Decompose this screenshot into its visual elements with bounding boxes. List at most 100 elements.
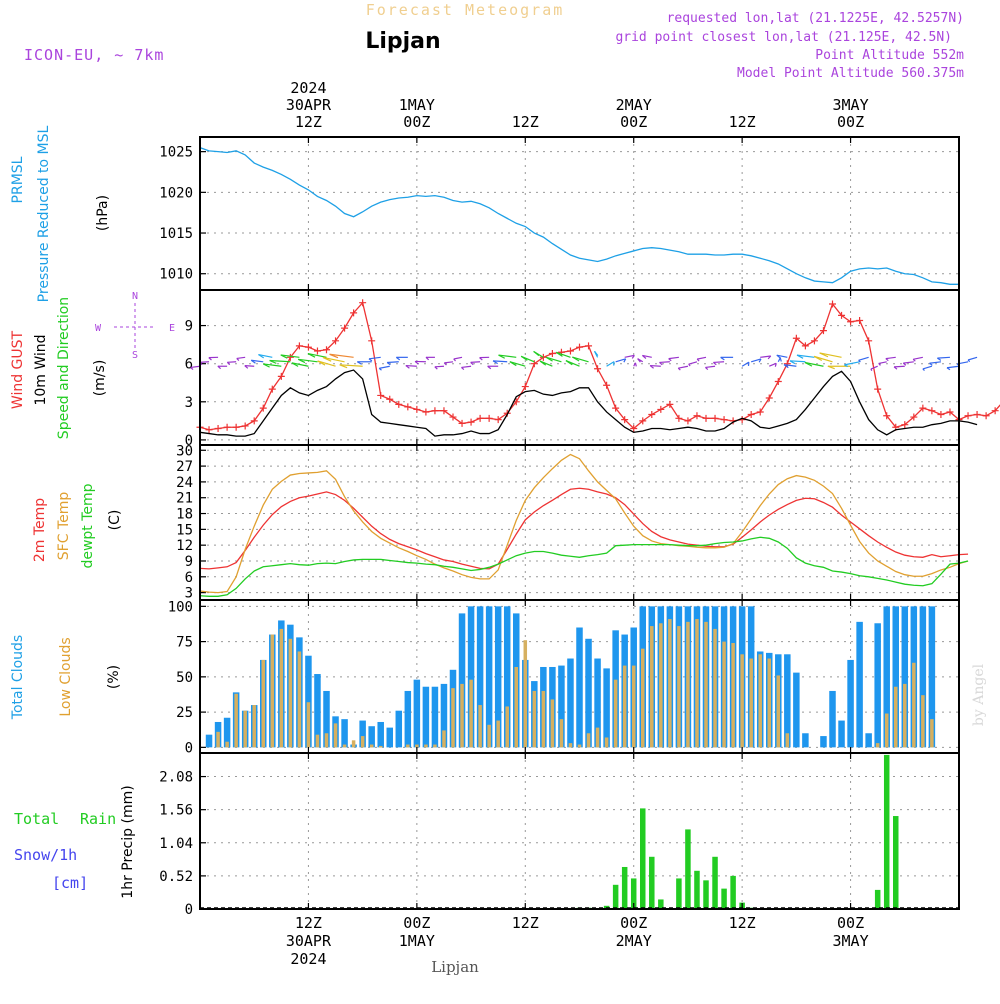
bottom-axis-label: 00Z xyxy=(620,914,647,932)
compass-north: N xyxy=(132,291,138,302)
precip-total-label: Total xyxy=(14,810,59,828)
wind-arrow xyxy=(659,362,669,363)
gust-marker xyxy=(305,344,312,351)
model-label: ICON-EU, ~ 7km xyxy=(24,46,164,64)
footer-location: Lipjan xyxy=(431,958,479,976)
panel-frame xyxy=(200,137,959,290)
y-tick-label: 75 xyxy=(176,635,193,651)
wind-arrow-head xyxy=(379,368,381,370)
gust-marker xyxy=(856,317,863,324)
low-clouds-label: Low Clouds xyxy=(58,637,74,716)
wind-arrow xyxy=(323,357,345,361)
gust-marker xyxy=(594,365,601,372)
wind-arrow xyxy=(572,357,588,362)
gust-marker xyxy=(314,347,321,354)
gust-marker xyxy=(684,417,691,424)
gust-marker xyxy=(215,425,222,432)
requested-coords: requested lon,lat (21.1225E, 42.5257N) xyxy=(667,11,964,26)
gust-marker xyxy=(377,392,384,399)
bar-low_cloud xyxy=(686,622,690,748)
temp-2m-label: 2m Temp xyxy=(32,498,48,562)
gust-marker xyxy=(522,383,529,390)
bar-low_cloud xyxy=(587,733,591,747)
wind-speed-dir-label: Speed and Direction xyxy=(56,297,72,439)
bar-low_cloud xyxy=(424,745,428,748)
bar-low_cloud xyxy=(325,733,329,747)
bar-total_cloud xyxy=(396,711,403,748)
wind-arrow xyxy=(387,362,399,363)
bar-low_cloud xyxy=(496,721,500,748)
precip-axis-label: 1hr Precip (mm) xyxy=(120,785,136,898)
gust-marker xyxy=(486,415,493,422)
bar-low_cloud xyxy=(307,702,311,747)
bar-total_cloud xyxy=(838,721,845,748)
grid-point-coords: grid point closest lon,lat (21.125E, 42.… xyxy=(615,30,952,45)
y-tick-label: 0 xyxy=(185,740,193,756)
bar-low_cloud xyxy=(876,743,880,747)
bar-rain xyxy=(685,829,691,909)
precip-panel: 00.521.041.562.08 xyxy=(159,753,959,918)
wind-arrow-head xyxy=(968,360,970,362)
gust-marker xyxy=(721,416,728,423)
wind-arrow xyxy=(947,366,959,368)
bottom-axis-label: 2024 xyxy=(290,950,326,968)
bar-low_cloud xyxy=(695,619,699,747)
bar-low_cloud xyxy=(406,745,410,748)
gust-marker xyxy=(965,412,972,419)
gust-marker xyxy=(585,342,592,349)
wind-arrow xyxy=(913,357,923,359)
bar-low_cloud xyxy=(596,728,600,748)
bar-total_cloud xyxy=(567,659,574,748)
gust-marker xyxy=(477,415,484,422)
bar-total_cloud xyxy=(368,726,375,747)
wind-arrow xyxy=(678,366,688,368)
wind-arrow xyxy=(968,357,977,360)
bar-total_cloud xyxy=(206,735,213,748)
bar-low_cloud xyxy=(533,691,537,747)
top-axis-label: 00Z xyxy=(620,113,647,131)
y-tick-label: 0.52 xyxy=(159,869,193,885)
y-tick-label: 1025 xyxy=(159,145,193,161)
panel-frame xyxy=(200,290,959,445)
gust-marker xyxy=(766,394,773,401)
y-tick-label: 1.56 xyxy=(159,803,193,819)
bar-low_cloud xyxy=(478,705,482,747)
bar-rain xyxy=(622,867,628,909)
wind-arrow xyxy=(697,357,706,359)
wind-arrow xyxy=(903,362,914,363)
sfc-temp-label: SFC Temp xyxy=(56,492,72,561)
wind-arrow xyxy=(820,353,842,357)
bar-low_cloud xyxy=(316,735,320,748)
bar-total_cloud xyxy=(820,736,827,747)
bar-low_cloud xyxy=(704,622,708,748)
gust-marker xyxy=(603,382,610,389)
bar-low_cloud xyxy=(262,660,266,747)
bar-low_cloud xyxy=(415,745,419,748)
wind-arrow-head xyxy=(454,359,456,361)
y-tick-label: 1020 xyxy=(159,185,193,201)
bar-rain xyxy=(884,755,890,909)
bar-low_cloud xyxy=(343,745,347,748)
y-tick-label: 1015 xyxy=(159,226,193,242)
pressure-msl-label: Pressure Reduced to MSL xyxy=(36,125,52,302)
gust-marker xyxy=(865,337,872,344)
bar-total_cloud xyxy=(576,627,583,747)
gust-marker xyxy=(413,406,420,413)
bar-total_cloud xyxy=(603,668,610,747)
wind-arrow xyxy=(454,357,462,359)
bar-total_cloud xyxy=(856,622,863,748)
bar-rain xyxy=(676,878,682,909)
watermark: by Angel xyxy=(971,663,987,726)
gust-marker xyxy=(368,337,375,344)
gust-marker xyxy=(983,412,990,419)
bar-low_cloud xyxy=(885,714,889,748)
y-tick-label: 18 xyxy=(176,507,193,523)
precip-rain-label: Rain xyxy=(80,810,116,828)
wind-arrow-head xyxy=(947,368,950,370)
bar-low_cloud xyxy=(280,629,284,747)
bar-low_cloud xyxy=(243,711,247,748)
bar-low_cloud xyxy=(894,687,898,748)
